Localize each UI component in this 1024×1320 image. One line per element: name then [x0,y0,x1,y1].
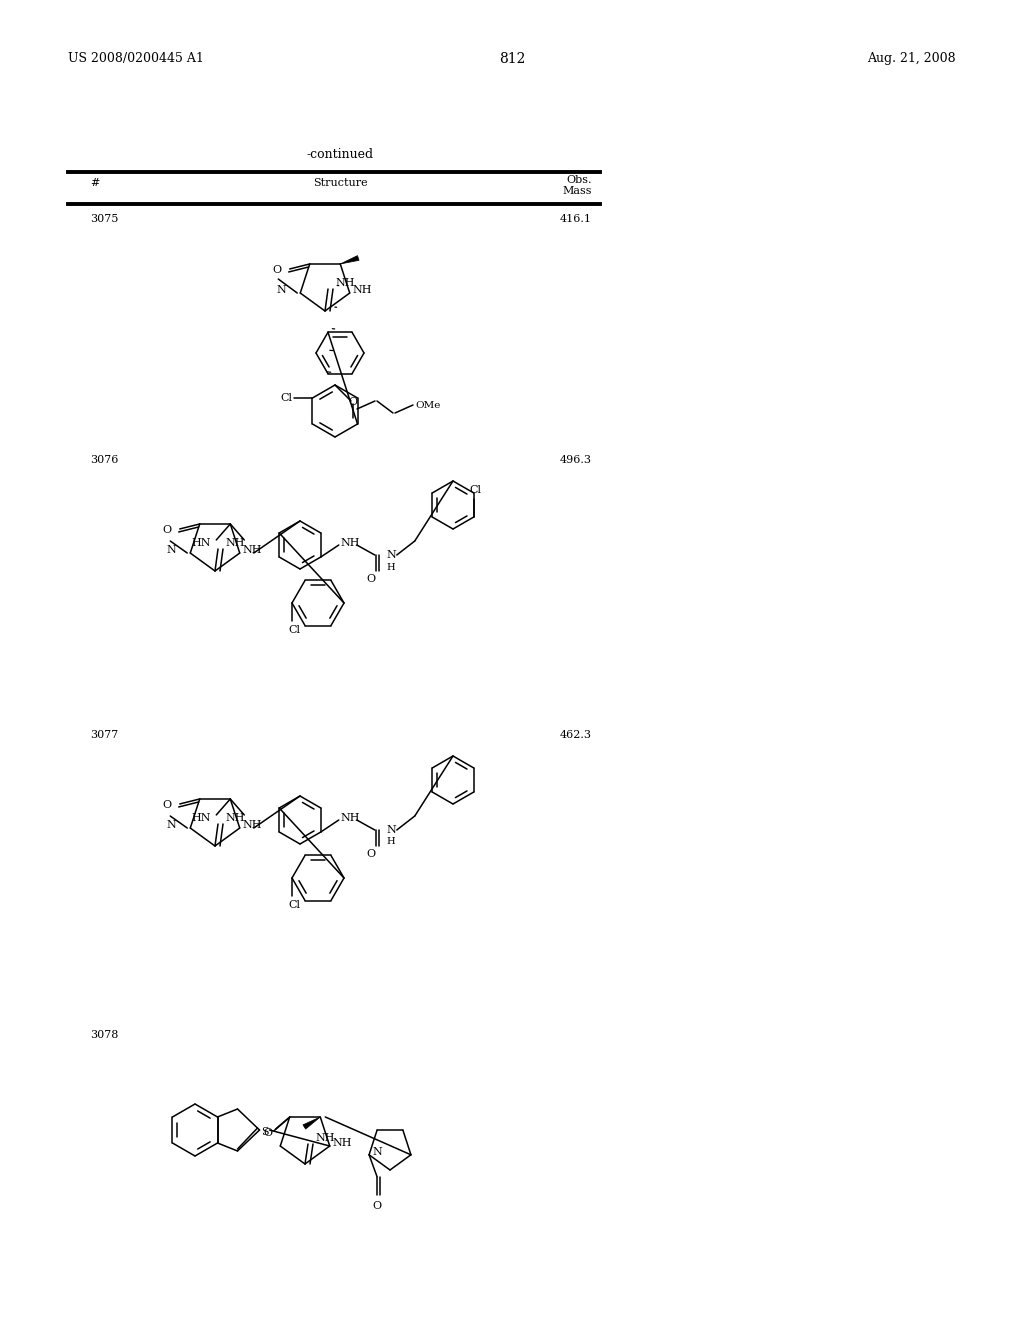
Text: NH: NH [335,279,354,288]
Text: O: O [373,1201,382,1210]
Text: N: N [387,550,396,560]
Text: HN: HN [191,813,211,822]
Text: Cl: Cl [281,393,293,403]
Text: N: N [372,1147,382,1156]
Text: NH: NH [243,545,262,554]
Text: Cl: Cl [288,624,300,635]
Text: N: N [167,820,176,830]
Text: Mass: Mass [562,186,592,195]
Text: 496.3: 496.3 [560,455,592,465]
Text: N: N [167,545,176,554]
Text: #: # [90,178,99,187]
Text: NH: NH [352,285,373,296]
Text: O: O [263,1129,272,1138]
Text: H: H [387,562,395,572]
Polygon shape [303,1117,321,1129]
Text: 3078: 3078 [90,1030,119,1040]
Text: 3075: 3075 [90,214,119,224]
Text: NH: NH [341,813,360,822]
Text: NH: NH [225,539,245,548]
Text: 3077: 3077 [90,730,118,741]
Text: Obs.: Obs. [566,176,592,185]
Text: N: N [387,825,396,836]
Text: Cl: Cl [288,900,300,909]
Text: 3076: 3076 [90,455,119,465]
Text: O: O [367,574,376,583]
Text: HN: HN [191,539,211,548]
Text: OMe: OMe [415,400,440,409]
Text: Cl: Cl [470,484,481,495]
Text: O: O [367,849,376,859]
Text: NH: NH [333,1138,352,1148]
Text: 462.3: 462.3 [560,730,592,741]
Text: -continued: -continued [306,148,374,161]
Text: US 2008/0200445 A1: US 2008/0200445 A1 [68,51,204,65]
Text: NH: NH [315,1133,335,1143]
Polygon shape [340,256,359,264]
Text: NH: NH [243,820,262,830]
Text: 416.1: 416.1 [560,214,592,224]
Text: Aug. 21, 2008: Aug. 21, 2008 [867,51,956,65]
Text: O: O [272,265,282,275]
Text: H: H [387,837,395,846]
Text: NH: NH [341,539,360,548]
Text: Structure: Structure [312,178,368,187]
Text: S: S [261,1127,269,1137]
Text: N: N [276,285,287,296]
Text: O: O [163,525,172,535]
Text: 812: 812 [499,51,525,66]
Text: O: O [163,800,172,810]
Text: O: O [348,397,357,407]
Text: NH: NH [225,813,245,822]
